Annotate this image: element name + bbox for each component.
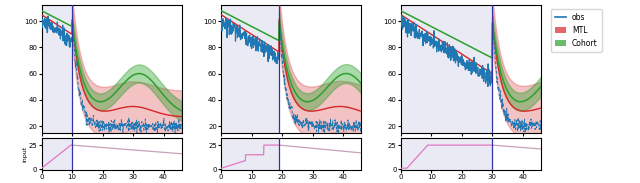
Bar bbox=[401, 138, 492, 170]
Bar bbox=[221, 5, 279, 133]
Bar bbox=[42, 5, 72, 133]
Bar bbox=[221, 138, 279, 170]
Y-axis label: input: input bbox=[22, 146, 28, 162]
Legend: obs, MTL, Cohort: obs, MTL, Cohort bbox=[551, 9, 602, 52]
Bar bbox=[42, 138, 72, 170]
Bar bbox=[401, 5, 492, 133]
